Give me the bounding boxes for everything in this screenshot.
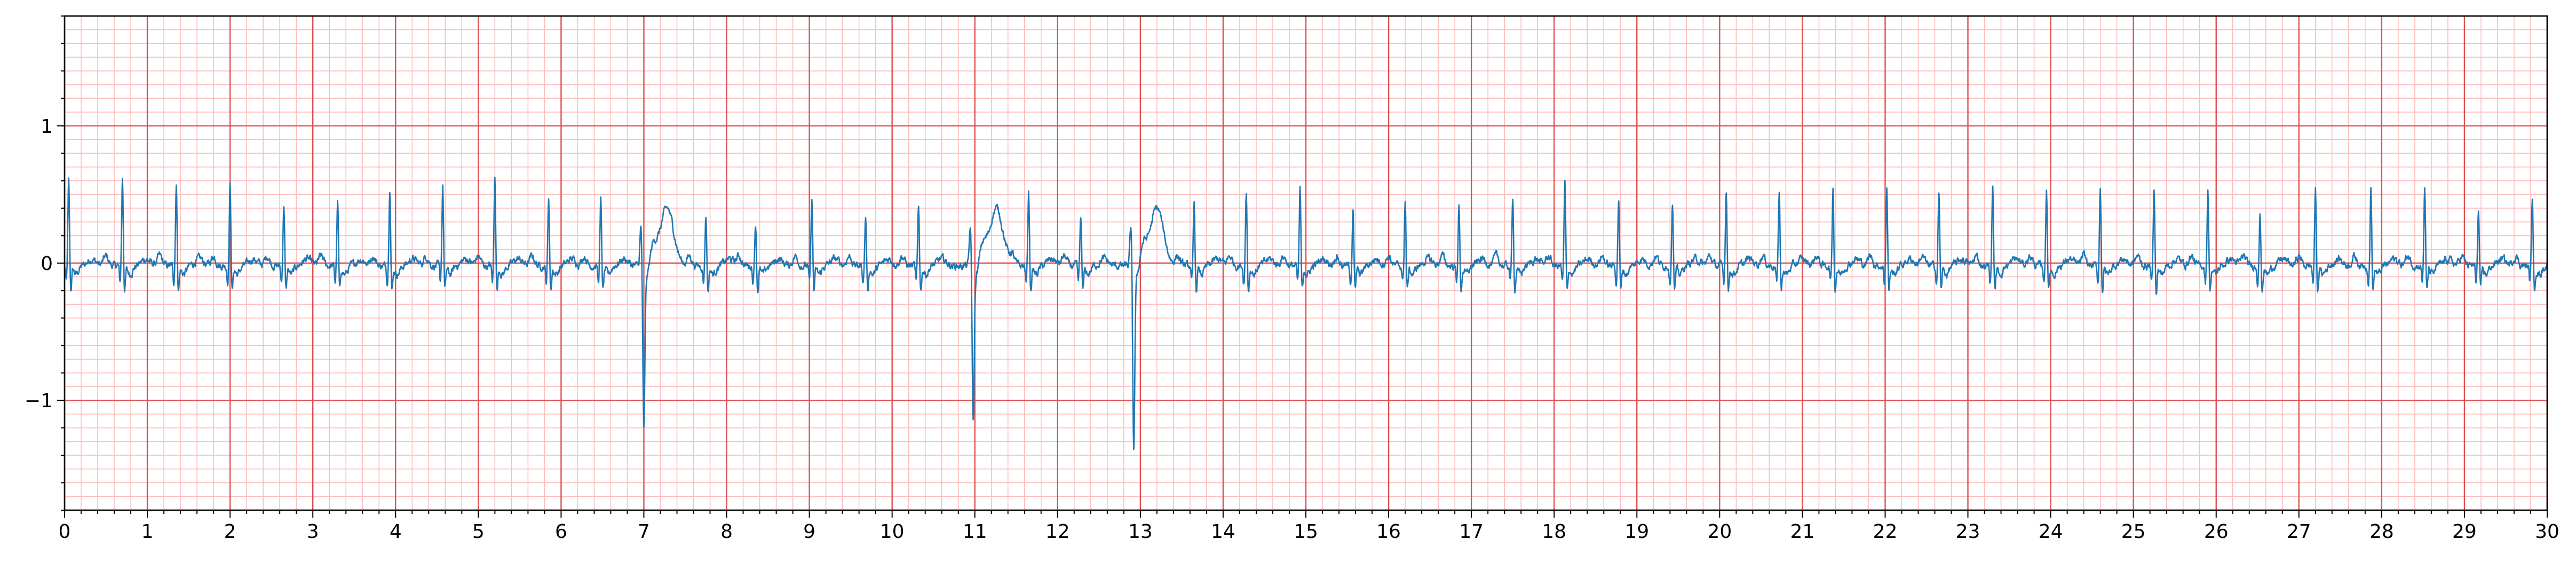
x-tick-label: 25 <box>2121 521 2146 543</box>
x-tick-label: 22 <box>1873 521 1898 543</box>
x-tick-label: 24 <box>2039 521 2063 543</box>
x-tick-label: 28 <box>2369 521 2394 543</box>
x-tick-label: 23 <box>1956 521 1980 543</box>
x-tick-label: 27 <box>2287 521 2311 543</box>
x-tick-label: 20 <box>1707 521 1732 543</box>
x-tick-label: 26 <box>2204 521 2229 543</box>
x-tick-label: 11 <box>963 521 987 543</box>
y-tick-label: 0 <box>41 253 53 275</box>
x-tick-label: 10 <box>880 521 905 543</box>
x-tick-label: 8 <box>720 521 733 543</box>
x-tick-label: 1 <box>141 521 154 543</box>
x-tick-label: 19 <box>1624 521 1649 543</box>
x-tick-label: 13 <box>1128 521 1153 543</box>
x-tick-label: 0 <box>59 521 71 543</box>
x-tick-label: 30 <box>2535 521 2559 543</box>
x-tick-label: 2 <box>224 521 236 543</box>
x-tick-label: 12 <box>1045 521 1070 543</box>
x-tick-label: 18 <box>1542 521 1566 543</box>
y-tick-label: 1 <box>41 116 53 138</box>
ecg-trace-group <box>64 177 2548 450</box>
ecg-trace <box>64 177 2548 450</box>
x-tick-label: 9 <box>803 521 815 543</box>
x-tick-label: 14 <box>1211 521 1235 543</box>
x-tick-label: 17 <box>1459 521 1484 543</box>
x-tick-label: 21 <box>1790 521 1814 543</box>
x-tick-label: 15 <box>1294 521 1318 543</box>
x-axis-ticks: 0 1 2 3 4 5 6 7 8 9 10 11 12 13 14 15 16 17 18 19 20 21 22 23 24… <box>59 510 2559 543</box>
x-tick-label: 6 <box>555 521 567 543</box>
x-tick-label: 3 <box>307 521 319 543</box>
x-tick-label: 16 <box>1376 521 1401 543</box>
y-tick-label: −1 <box>25 390 53 412</box>
x-tick-label: 4 <box>390 521 402 543</box>
x-tick-label: 5 <box>472 521 485 543</box>
x-tick-label: 29 <box>2452 521 2477 543</box>
x-tick-label: 7 <box>638 521 650 543</box>
major-grid <box>64 16 2548 510</box>
y-axis-ticks: −1 0 1 <box>25 15 65 511</box>
